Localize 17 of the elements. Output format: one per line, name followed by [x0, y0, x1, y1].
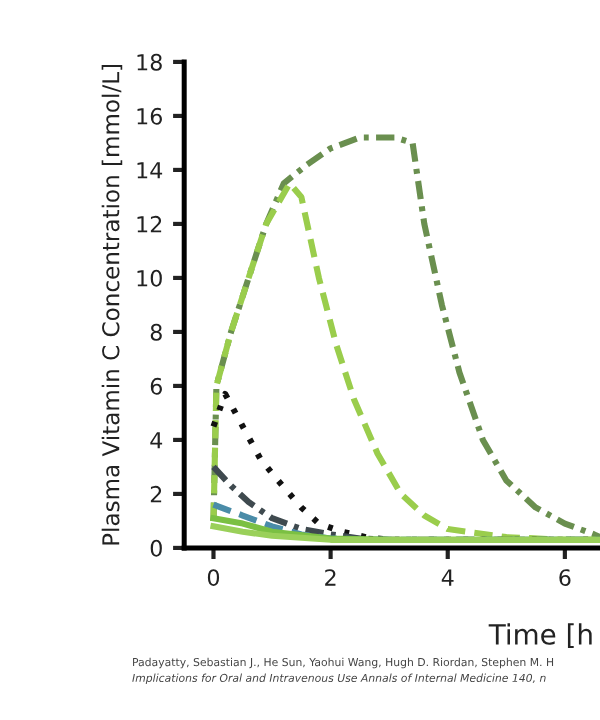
y-tick-label: 12 — [137, 215, 162, 233]
y-tick-label: 18 — [137, 53, 162, 71]
y-tick-label: 8 — [150, 323, 162, 341]
x-tick-label: 6 — [559, 569, 571, 586]
x-tick-label: 2 — [325, 569, 336, 586]
y-tick-label: 2 — [150, 485, 162, 503]
y-tick-label: 6 — [150, 377, 162, 395]
y-tick-label: 16 — [137, 107, 162, 125]
y-tick-label: 4 — [150, 432, 163, 449]
x-axis-title: Time [h — [488, 623, 592, 649]
x-tick-label: 0 — [207, 569, 220, 586]
y-tick-label: 14 — [137, 162, 163, 179]
y-tick-label: 10 — [137, 269, 162, 287]
line-series — [210, 523, 600, 543]
y-tick-label: 0 — [150, 539, 162, 557]
x-tick-label: 4 — [441, 569, 454, 586]
y-axis-title: Plasma Vitamin C Concentration [mmol/L] — [101, 64, 123, 545]
